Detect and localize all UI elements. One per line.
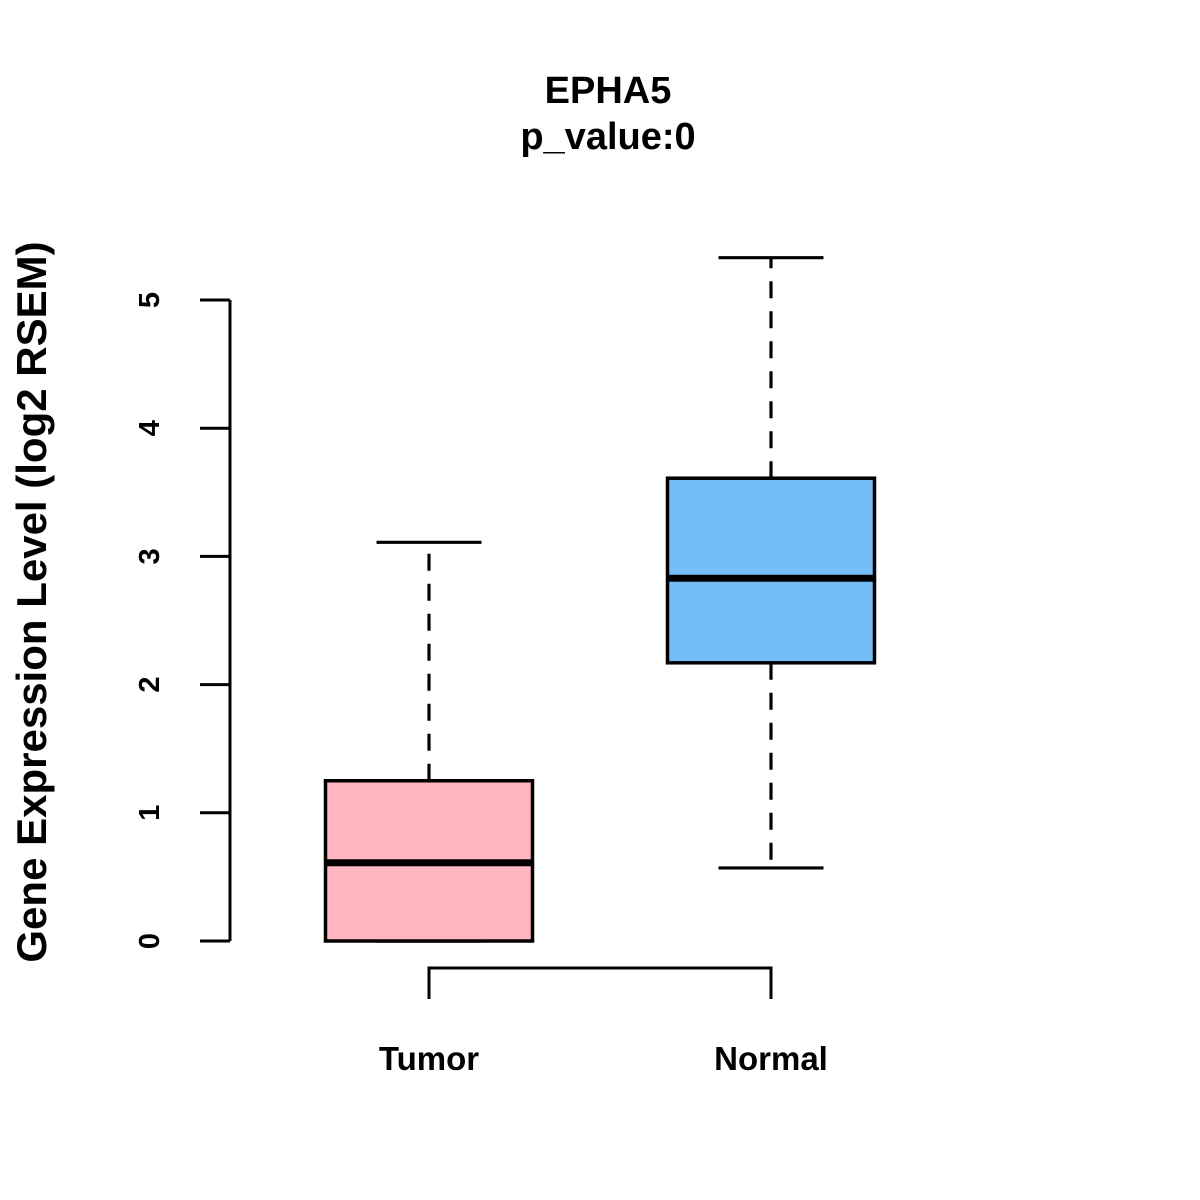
x-category-label-normal: Normal (714, 1040, 828, 1077)
normal-box (665, 476, 877, 665)
y-tick-label: 5 (134, 292, 166, 308)
y-tick-label: 2 (134, 677, 166, 693)
y-tick-label: 3 (134, 548, 166, 564)
y-tick-label: 0 (134, 933, 166, 949)
y-tick-label: 4 (134, 420, 166, 436)
y-tick-label: 1 (134, 805, 166, 821)
x-axis-bracket (427, 966, 773, 999)
x-category-label-tumor: Tumor (379, 1040, 479, 1077)
chart-subtitle: p_value:0 (520, 116, 696, 158)
chart-title: EPHA5 (544, 70, 672, 112)
